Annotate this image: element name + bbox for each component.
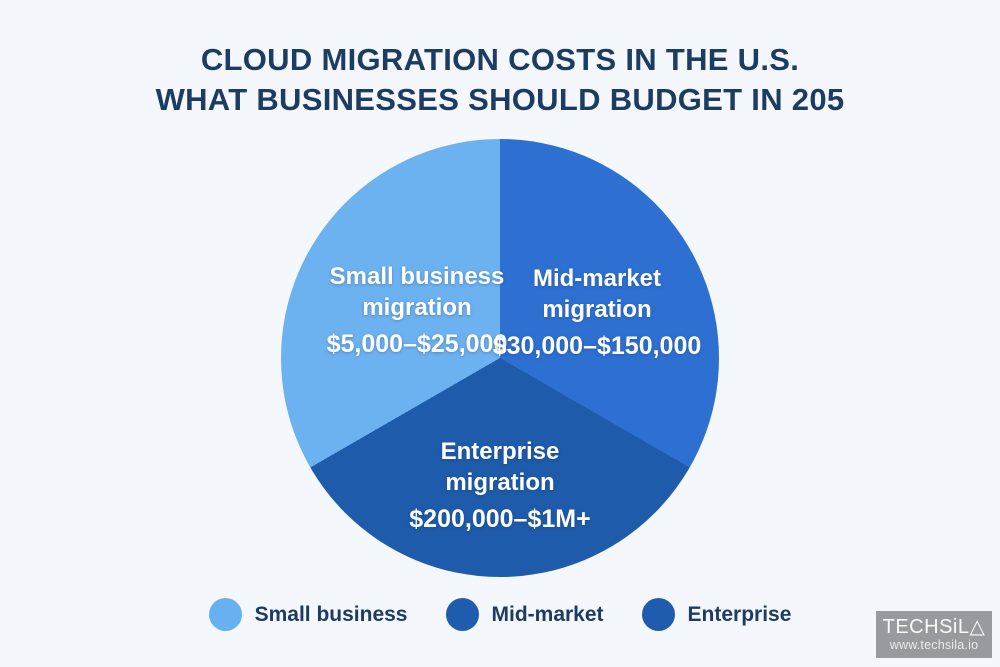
chart-title-line2: WHAT BUSINESSES SHOULD BUDGET IN 205 xyxy=(155,82,845,117)
watermark-brand-logo: TECHSiL△ xyxy=(882,616,986,638)
watermark-badge: TECHSiL△ www.techsila.io xyxy=(876,611,992,658)
legend-dot-icon xyxy=(445,598,479,631)
legend: Small business Mid-market Enterprise xyxy=(0,598,1000,631)
watermark-url: www.techsila.io xyxy=(889,638,979,652)
legend-label: Small business xyxy=(254,602,408,626)
chart-title: CLOUD MIGRATION COSTS IN THE U.S. WHAT B… xyxy=(0,40,1000,120)
legend-item-enterprise: Enterprise xyxy=(641,598,792,631)
legend-dot-icon xyxy=(208,598,242,631)
legend-label: Mid-market xyxy=(491,602,604,626)
legend-dot-icon xyxy=(641,598,675,631)
pie-chart xyxy=(281,139,719,577)
chart-title-line1: CLOUD MIGRATION COSTS IN THE U.S. xyxy=(200,42,800,77)
legend-item-mid-market: Mid-market xyxy=(445,598,604,631)
legend-label: Enterprise xyxy=(687,602,792,626)
legend-item-small-business: Small business xyxy=(208,598,408,631)
